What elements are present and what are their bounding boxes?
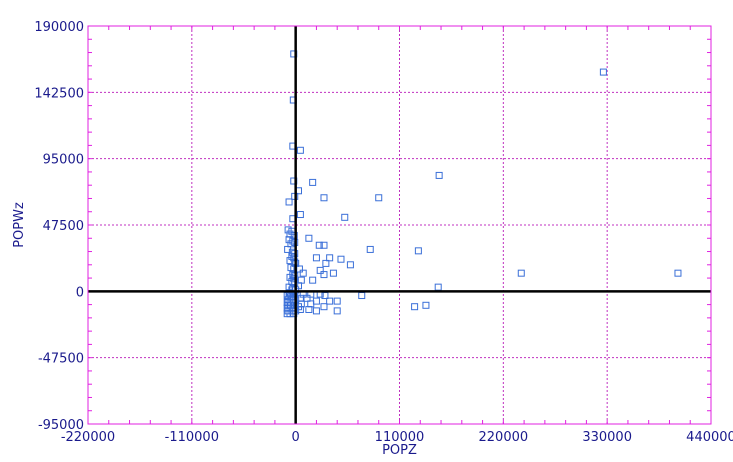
data-point <box>285 198 293 206</box>
data-point <box>312 307 320 315</box>
y-tick-label: -47500 <box>38 352 84 367</box>
x-tick-label: 330000 <box>582 430 632 445</box>
data-point <box>320 194 328 202</box>
data-point <box>312 254 320 262</box>
data-point <box>296 146 304 154</box>
data-point <box>333 297 341 305</box>
data-point <box>320 271 328 279</box>
x-tick-label: 220000 <box>479 430 529 445</box>
x-tick-label: -220000 <box>61 430 115 445</box>
data-point <box>346 261 354 269</box>
data-point <box>422 301 430 309</box>
data-point <box>341 213 349 221</box>
data-point <box>366 245 374 253</box>
data-point <box>303 294 311 302</box>
data-point <box>284 226 292 234</box>
plot-frame <box>87 25 712 425</box>
y-tick-label: 95000 <box>43 153 84 168</box>
data-point <box>320 303 328 311</box>
data-point <box>316 266 324 274</box>
x-tick-label: 0 <box>292 430 300 445</box>
data-point <box>296 211 304 219</box>
data-point <box>599 68 607 76</box>
data-point <box>414 247 422 255</box>
data-point <box>329 269 337 277</box>
data-point <box>296 305 304 313</box>
x-tick-label: 440000 <box>686 430 733 445</box>
data-point <box>375 194 383 202</box>
data-point <box>435 171 443 179</box>
data-point <box>286 273 294 281</box>
data-point <box>411 303 419 311</box>
data-point <box>309 276 317 284</box>
y-tick-label: 47500 <box>43 219 84 234</box>
data-point <box>434 283 442 291</box>
data-point <box>337 255 345 263</box>
data-point <box>358 292 366 300</box>
y-tick-label: 190000 <box>34 20 84 35</box>
y-tick-label: 142500 <box>34 86 84 101</box>
data-point <box>312 297 320 305</box>
data-point <box>333 307 341 315</box>
data-points <box>283 50 682 318</box>
y-tick-label: -95000 <box>38 418 84 433</box>
tick-labels: -220000 -110000 0 110000 220000 330000 440000 -… <box>34 20 733 445</box>
zero-axes <box>88 26 711 424</box>
data-point <box>299 269 307 277</box>
x-tick-label: 110000 <box>375 430 425 445</box>
grid-layer <box>87 25 712 425</box>
data-point <box>286 310 294 318</box>
y-axis-title: POPWz <box>12 202 27 248</box>
data-point <box>322 259 330 267</box>
data-point <box>309 178 317 186</box>
data-point <box>326 254 334 262</box>
x-tick-label: -110000 <box>165 430 219 445</box>
data-point <box>315 241 323 249</box>
data-point <box>517 269 525 277</box>
data-point <box>320 241 328 249</box>
data-point <box>674 269 682 277</box>
data-point <box>326 297 334 305</box>
data-point <box>305 234 313 242</box>
y-tick-label: 0 <box>76 285 84 300</box>
data-point <box>305 305 313 313</box>
x-axis-title: POPZ <box>382 443 417 458</box>
